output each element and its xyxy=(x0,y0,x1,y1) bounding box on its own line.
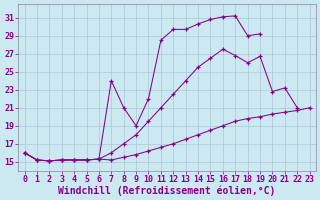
X-axis label: Windchill (Refroidissement éolien,°C): Windchill (Refroidissement éolien,°C) xyxy=(58,185,276,196)
